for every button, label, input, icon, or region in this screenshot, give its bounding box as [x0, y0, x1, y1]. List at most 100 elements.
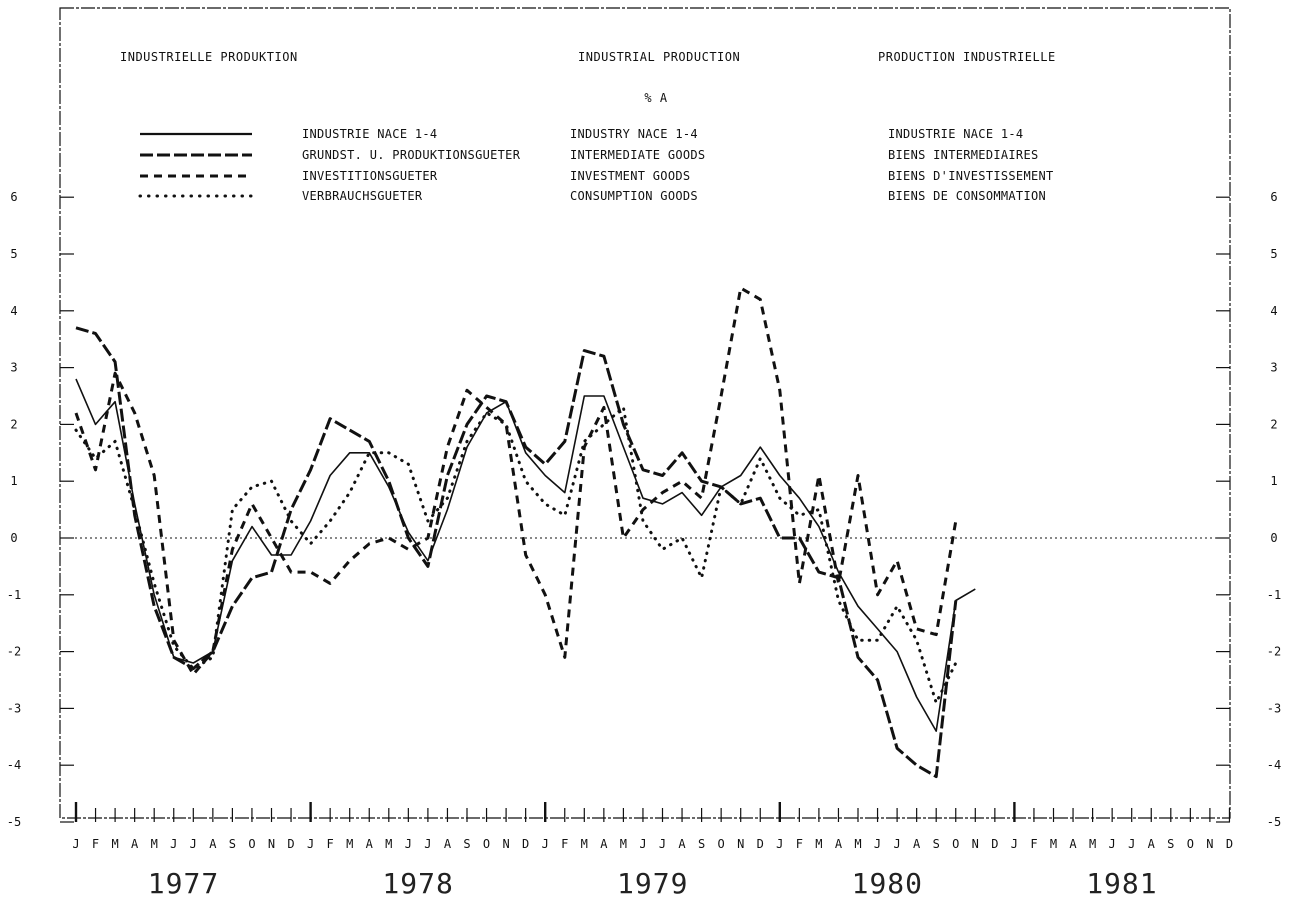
series-line-investment — [74, 286, 958, 676]
x-tick-label-month: J — [190, 837, 197, 851]
x-tick-label-month: S — [933, 837, 940, 851]
y-tick-label-left: -2 — [7, 645, 21, 659]
y-tick-label-left: 0 — [10, 531, 17, 545]
x-tick-label-month: F — [561, 837, 568, 851]
header-title-de: INDUSTRIELLE PRODUKTION — [120, 50, 298, 64]
y-tick-label-right: 0 — [1270, 531, 1277, 545]
x-tick-label-month: A — [913, 837, 921, 851]
x-tick-label-month: O — [952, 837, 959, 851]
legend-label-de-industry: INDUSTRIE NACE 1-4 — [302, 127, 437, 141]
legend-label-en-consumption: CONSUMPTION GOODS — [570, 189, 698, 203]
x-tick-label-month: D — [287, 837, 294, 851]
x-tick-label-month: D — [757, 837, 764, 851]
y-tick-label-left: 4 — [10, 304, 17, 318]
x-tick-label-month: J — [405, 837, 412, 851]
x-year-label: 1977 — [148, 867, 219, 898]
x-tick-label-month: M — [620, 837, 627, 851]
x-tick-label-month: N — [502, 837, 509, 851]
legend-label-de-investment: INVESTITIONSGUETER — [302, 169, 438, 183]
x-tick-label-month: N — [268, 837, 275, 851]
x-tick-label-month: O — [718, 837, 725, 851]
x-tick-label-month: J — [1011, 837, 1018, 851]
x-tick-label-month: J — [542, 837, 549, 851]
x-tick-label-month: D — [522, 837, 529, 851]
x-tick-label-month: D — [991, 837, 998, 851]
x-tick-label-month: F — [327, 837, 334, 851]
x-tick-label-month: J — [1128, 837, 1135, 851]
x-tick-label-month: N — [737, 837, 744, 851]
x-tick-label-month: M — [854, 837, 861, 851]
x-tick-label-month: J — [639, 837, 646, 851]
x-tick-label-month: J — [1109, 837, 1116, 851]
x-tick-label-month: M — [1089, 837, 1096, 851]
x-tick-label-month: J — [776, 837, 783, 851]
x-tick-label-month: J — [170, 837, 177, 851]
x-tick-label-month: F — [1030, 837, 1037, 851]
series-layer — [74, 286, 976, 779]
y-tick-label-left: -1 — [7, 588, 21, 602]
x-year-label: 1980 — [852, 867, 923, 898]
x-tick-label-month: M — [581, 837, 588, 851]
x-tick-label-month: F — [92, 837, 99, 851]
x-tick-label-month: A — [600, 837, 608, 851]
y-tick-label-left: -5 — [7, 815, 21, 829]
x-tick-label-month: S — [1167, 837, 1174, 851]
y-tick-label-right: 2 — [1270, 417, 1277, 431]
legend: INDUSTRIE NACE 1-4 INDUSTRY NACE 1-4 IND… — [138, 127, 1054, 203]
legend-label-fr-consumption: BIENS DE CONSOMMATION — [888, 189, 1046, 203]
y-tick-label-left: 5 — [10, 247, 17, 261]
x-tick-label-month: J — [874, 837, 881, 851]
y-tick-label-right: -2 — [1267, 645, 1281, 659]
x-tick-label-month: A — [678, 837, 686, 851]
x-tick-label-month: O — [248, 837, 255, 851]
x-tick-label-month: J — [424, 837, 431, 851]
y-tick-label-right: -4 — [1267, 758, 1281, 772]
legend-label-fr-investment: BIENS D'INVESTISSEMENT — [888, 169, 1054, 183]
x-tick-label-month: J — [659, 837, 666, 851]
x-tick-label-month: S — [229, 837, 236, 851]
x-tick-label-month: A — [131, 837, 139, 851]
y-tick-label-right: 5 — [1270, 247, 1277, 261]
legend-label-de-intermediate: GRUNDST. U. PRODUKTIONSGUETER — [302, 148, 521, 162]
x-year-label: 1981 — [1086, 867, 1157, 898]
x-year-label: 1978 — [382, 867, 453, 898]
legend-label-en-investment: INVESTMENT GOODS — [570, 169, 690, 183]
header-unit: % A — [644, 91, 667, 105]
x-tick-label-month: A — [1148, 837, 1156, 851]
y-tick-label-right: -3 — [1267, 701, 1281, 715]
x-tick-label-month: A — [835, 837, 843, 851]
header-title-fr: PRODUCTION INDUSTRIELLE — [878, 50, 1056, 64]
x-tick-label-month: F — [796, 837, 803, 851]
x-tick-label-month: O — [483, 837, 490, 851]
x-tick-label-month: A — [366, 837, 374, 851]
header-title-en: INDUSTRIAL PRODUCTION — [578, 50, 740, 64]
x-tick-label-month: M — [815, 837, 822, 851]
y-tick-label-right: 1 — [1270, 474, 1277, 488]
y-tick-label-left: -3 — [7, 701, 21, 715]
legend-label-en-industry: INDUSTRY NACE 1-4 — [570, 127, 698, 141]
y-tick-label-right: -5 — [1267, 815, 1281, 829]
x-tick-label-month: J — [307, 837, 314, 851]
x-tick-label-month: N — [972, 837, 979, 851]
y-tick-label-right: -1 — [1267, 588, 1281, 602]
y-tick-label-right: 3 — [1270, 361, 1277, 375]
x-tick-label-month: O — [1187, 837, 1194, 851]
y-tick-label-left: -4 — [7, 758, 21, 772]
x-tick-label-month: S — [698, 837, 705, 851]
x-tick-label-month: S — [463, 837, 470, 851]
legend-label-fr-intermediate: BIENS INTERMEDIAIRES — [888, 148, 1039, 162]
y-tick-label-right: 6 — [1270, 190, 1277, 204]
x-tick-label-month: N — [1206, 837, 1213, 851]
x-tick-label-month: M — [346, 837, 353, 851]
y-tick-label-left: 6 — [10, 190, 17, 204]
x-year-label: 1979 — [617, 867, 688, 898]
x-tick-label-month: M — [385, 837, 392, 851]
x-tick-label-month: A — [209, 837, 217, 851]
x-tick-label-month: A — [1069, 837, 1077, 851]
y-tick-label-right: 4 — [1270, 304, 1277, 318]
legend-label-fr-industry: INDUSTRIE NACE 1-4 — [888, 127, 1023, 141]
legend-label-de-consumption: VERBRAUCHSGUETER — [302, 189, 423, 203]
x-tick-label-month: A — [444, 837, 452, 851]
